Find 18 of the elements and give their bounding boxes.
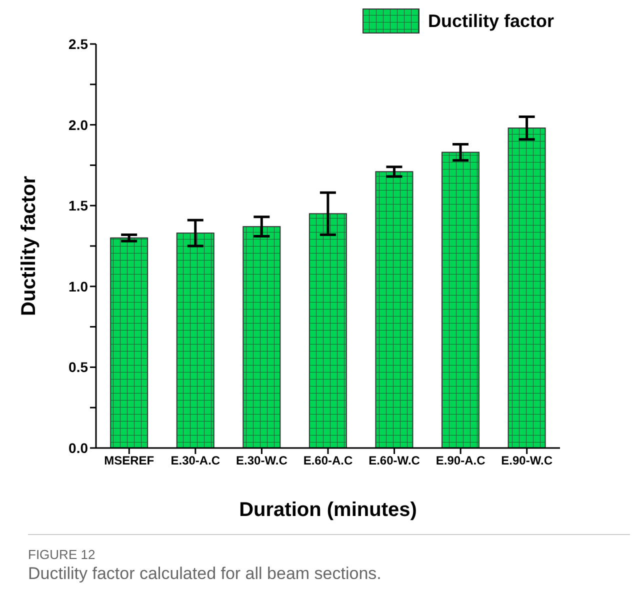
y-tick-label: 1.0 [68, 278, 88, 294]
x-tick-label: E.30-A.C [170, 454, 220, 468]
x-tick-label: E.60-W.C [368, 454, 420, 468]
legend-label: Ductility factor [428, 10, 554, 32]
y-tick-label: 2.0 [68, 116, 88, 133]
y-tick-label: 2.5 [68, 36, 88, 52]
caption: FIGURE 12 [28, 547, 96, 562]
x-tick-label: E.90-W.C [501, 454, 553, 468]
y-tick-label: 0.0 [68, 440, 88, 456]
y-axis-title: Ductility factor [18, 176, 40, 316]
x-tick-label: E.60-A.C [303, 454, 353, 468]
y-tick-label: 1.5 [68, 198, 88, 214]
x-tick-label: MSEREF [104, 454, 154, 468]
x-tick-label: E.90-A.C [436, 454, 486, 468]
x-tick-label: E.30-W.C [236, 454, 288, 468]
x-axis-title: Duration (minutes) [239, 499, 417, 521]
text: Ductility factor calculated for all beam sections. [28, 564, 382, 584]
y-tick-label: 0.5 [68, 359, 88, 376]
